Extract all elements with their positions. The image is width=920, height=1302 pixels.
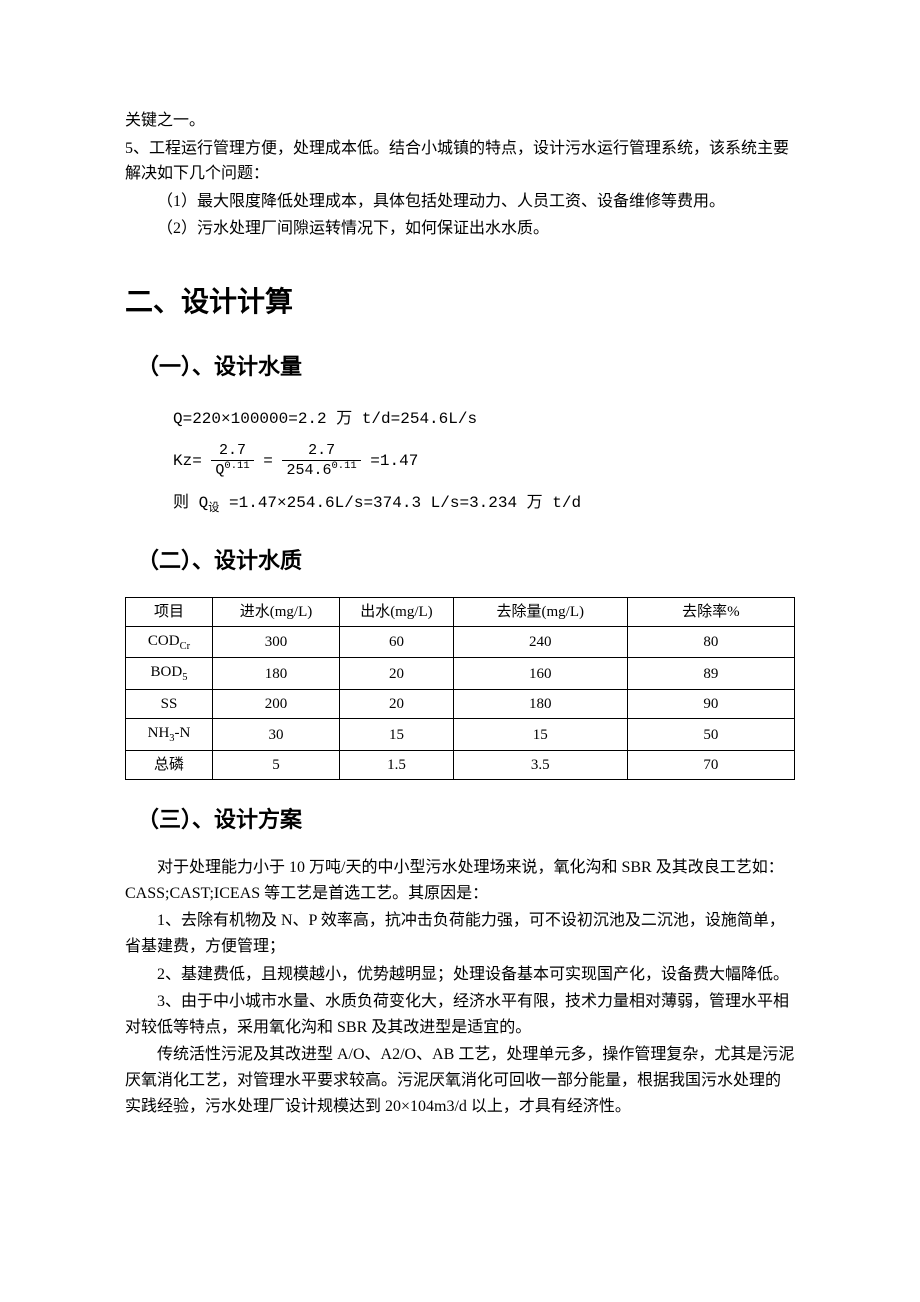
intro-item-2: （2）污水处理厂间隙运转情况下，如何保证出水水质。: [125, 216, 795, 242]
formula-q: Q=220×100000=2.2 万 t/d=254.6L/s: [173, 402, 795, 437]
frac1-denominator: Q0.11: [211, 461, 253, 480]
water-quality-table: 项目 进水(mg/L) 出水(mg/L) 去除量(mg/L) 去除率% CODC…: [125, 597, 795, 780]
th-inflow: 进水(mg/L): [212, 597, 339, 626]
cell-in: 180: [212, 658, 339, 690]
th-rate: 去除率%: [627, 597, 794, 626]
th-removed: 去除量(mg/L): [453, 597, 627, 626]
cell-removed: 15: [453, 719, 627, 751]
kz-fraction-2: 2.7 254.60.11: [282, 443, 360, 479]
cell-label: SS: [126, 690, 213, 719]
frac2-den-exp: 0.11: [331, 460, 356, 472]
s2-3-p3: 2、基建费低，且规模越小，优势越明显；处理设备基本可实现国产化，设备费大幅降低。: [125, 962, 795, 988]
th-outflow: 出水(mg/L): [340, 597, 454, 626]
qdesign-sub: 设: [208, 503, 219, 515]
cell-rate: 50: [627, 719, 794, 751]
table-row: SS2002018090: [126, 690, 795, 719]
s2-3-p4: 3、由于中小城市水量、水质负荷变化大，经济水平有限，技术力量相对薄弱，管理水平相…: [125, 989, 795, 1040]
cell-rate: 70: [627, 750, 794, 779]
cell-in: 200: [212, 690, 339, 719]
cell-rate: 90: [627, 690, 794, 719]
cell-removed: 160: [453, 658, 627, 690]
cell-out: 1.5: [340, 750, 454, 779]
table-row: CODCr3006024080: [126, 626, 795, 658]
cell-in: 5: [212, 750, 339, 779]
frac1-den-exp: 0.11: [224, 460, 249, 472]
formula-q-design: 则 Q设 =1.47×254.6L/s=374.3 L/s=3.234 万 t/…: [173, 486, 795, 522]
cell-out: 60: [340, 626, 454, 658]
cell-rate: 80: [627, 626, 794, 658]
table-row: BOD51802016089: [126, 658, 795, 690]
kz-fraction-1: 2.7 Q0.11: [211, 443, 253, 479]
cell-removed: 3.5: [453, 750, 627, 779]
subsection-2-3-title: （三）、设计方案: [137, 802, 795, 837]
th-item: 项目: [126, 597, 213, 626]
qdesign-rest: =1.47×254.6L/s=374.3 L/s=3.234 万 t/d: [219, 494, 581, 512]
intro-key-line: 关键之一。: [125, 108, 795, 134]
cell-out: 20: [340, 690, 454, 719]
frac2-numerator: 2.7: [282, 443, 360, 461]
table-body: CODCr3006024080BOD51802016089SS200201809…: [126, 626, 795, 779]
cell-label: BOD5: [126, 658, 213, 690]
subsection-2-1-title: （一）、设计水量: [137, 349, 795, 384]
subsection-2-2-title: （二）、设计水质: [137, 543, 795, 578]
cell-in: 30: [212, 719, 339, 751]
s2-3-p5: 传统活性污泥及其改进型 A/O、A2/O、AB 工艺，处理单元多，操作管理复杂，…: [125, 1042, 795, 1119]
cell-in: 300: [212, 626, 339, 658]
cell-out: 15: [340, 719, 454, 751]
cell-removed: 240: [453, 626, 627, 658]
table-header-row: 项目 进水(mg/L) 出水(mg/L) 去除量(mg/L) 去除率%: [126, 597, 795, 626]
s2-3-p1: 对于处理能力小于 10 万吨/天的中小型污水处理场来说，氧化沟和 SBR 及其改…: [125, 855, 795, 906]
intro-point5: 5、工程运行管理方便，处理成本低。结合小城镇的特点，设计污水运行管理系统，该系统…: [125, 136, 795, 187]
frac2-denominator: 254.60.11: [282, 461, 360, 480]
kz-prefix: Kz=: [173, 452, 211, 470]
s2-3-p2: 1、去除有机物及 N、P 效率高，抗冲击负荷能力强，可不设初沉池及二沉池，设施简…: [125, 908, 795, 959]
qdesign-prefix: 则 Q: [173, 494, 208, 512]
cell-out: 20: [340, 658, 454, 690]
cell-label: NH3-N: [126, 719, 213, 751]
frac2-den-base: 254.6: [286, 462, 331, 479]
section-2-title: 二、设计计算: [125, 280, 795, 325]
intro-item-1: （1）最大限度降低处理成本，具体包括处理动力、人员工资、设备维修等费用。: [125, 189, 795, 215]
cell-label: CODCr: [126, 626, 213, 658]
table-row: 总磷51.53.570: [126, 750, 795, 779]
kz-eq2: =1.47: [370, 452, 418, 470]
kz-eq1: =: [263, 452, 282, 470]
cell-label: 总磷: [126, 750, 213, 779]
frac1-numerator: 2.7: [211, 443, 253, 461]
table-row: NH3-N30151550: [126, 719, 795, 751]
cell-removed: 180: [453, 690, 627, 719]
cell-rate: 89: [627, 658, 794, 690]
formula-kz: Kz= 2.7 Q0.11 = 2.7 254.60.11 =1.47: [173, 443, 795, 479]
design-flow-formulas: Q=220×100000=2.2 万 t/d=254.6L/s Kz= 2.7 …: [173, 402, 795, 521]
